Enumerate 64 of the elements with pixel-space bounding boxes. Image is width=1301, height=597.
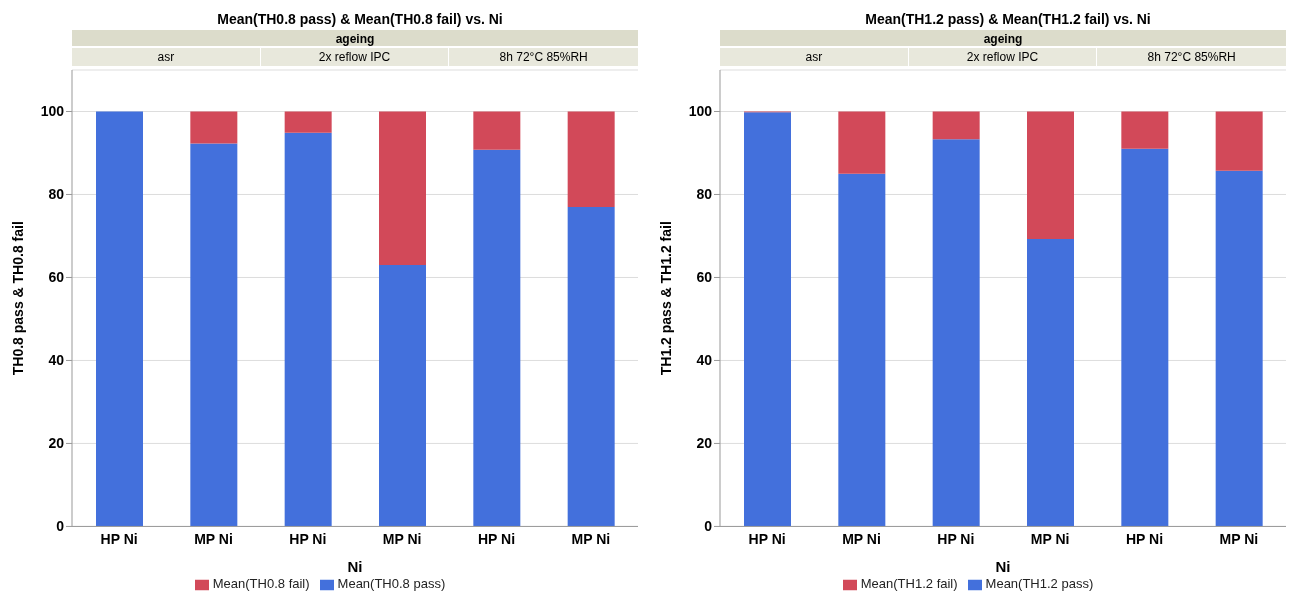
y-tick-label: 0 [56, 518, 65, 535]
y-tick-label: 0 [704, 518, 713, 535]
chart-title: Mean(TH0.8 pass) & Mean(TH0.8 fail) vs. Ni [216, 10, 504, 29]
bar [284, 132, 332, 527]
bar [284, 111, 332, 133]
y-tick-label: 40 [48, 352, 65, 369]
bar [379, 111, 426, 266]
bar [932, 111, 980, 140]
legend-label: Mean(TH1.2 pass) [985, 576, 1094, 592]
legend-label: Mean(TH0.8 fail) [212, 576, 310, 592]
x-tick-label: MP Ni [571, 531, 611, 548]
text: 2x reflow IPC [908, 48, 1098, 66]
bar [473, 149, 521, 527]
y-tick-label: 100 [40, 103, 65, 120]
x-tick-label: HP Ni [748, 531, 786, 548]
x-tick-label: MP Ni [194, 531, 233, 548]
bar [379, 265, 426, 527]
y-tick-label: 100 [688, 103, 713, 120]
bar [96, 111, 143, 527]
y-tick-label: 60 [48, 269, 65, 286]
x-tick-label: HP Ni [937, 531, 975, 548]
x-tick-label: HP Ni [1125, 531, 1164, 548]
y-axis-title: TH0.8 pass & TH0.8 fail [9, 221, 26, 376]
x-tick-label: HP Ni [289, 531, 327, 548]
text: 2x reflow IPC [260, 48, 450, 66]
bar [1027, 238, 1074, 527]
text: 8h 72°C 85%RH [1097, 48, 1286, 66]
bar [744, 112, 791, 527]
bar [190, 111, 238, 144]
bar [1027, 111, 1074, 239]
chart-title: Mean(TH1.2 pass) & Mean(TH1.2 fail) vs. Ni [864, 10, 1152, 29]
bar [932, 139, 980, 527]
y-tick-label: 20 [696, 435, 713, 452]
x-tick-label: HP Ni [477, 531, 516, 548]
text: asr [72, 48, 261, 66]
bar [473, 111, 521, 150]
x-tick-label: MP Ni [842, 531, 881, 548]
y-tick-label: 80 [48, 186, 65, 203]
text: 8h 72°C 85%RH [449, 48, 638, 66]
y-tick-label: 20 [48, 435, 65, 452]
text: ageing [72, 30, 638, 48]
legend-label: Mean(TH0.8 pass) [337, 576, 446, 592]
bar [838, 173, 886, 527]
bar [838, 111, 886, 174]
y-axis-title: TH1.2 pass & TH1.2 fail [657, 221, 674, 376]
bar [1215, 170, 1263, 527]
x-axis-title: Ni [995, 558, 1011, 576]
y-tick-label: 40 [696, 352, 713, 369]
x-tick-label: MP Ni [382, 531, 422, 548]
bar [1121, 111, 1169, 149]
legend-label: Mean(TH1.2 fail) [860, 576, 958, 592]
text: ageing [720, 30, 1286, 48]
x-tick-label: MP Ni [1030, 531, 1070, 548]
bar [567, 111, 615, 207]
x-tick-label: MP Ni [1219, 531, 1259, 548]
x-tick-label: HP Ni [100, 531, 138, 548]
bar [1215, 111, 1263, 171]
text: asr [720, 48, 909, 66]
x-axis-title: Ni [347, 558, 363, 576]
y-tick-label: 60 [696, 269, 713, 286]
bar [567, 206, 615, 527]
bar [190, 143, 238, 527]
bar [1121, 148, 1169, 527]
y-tick-label: 80 [696, 186, 713, 203]
